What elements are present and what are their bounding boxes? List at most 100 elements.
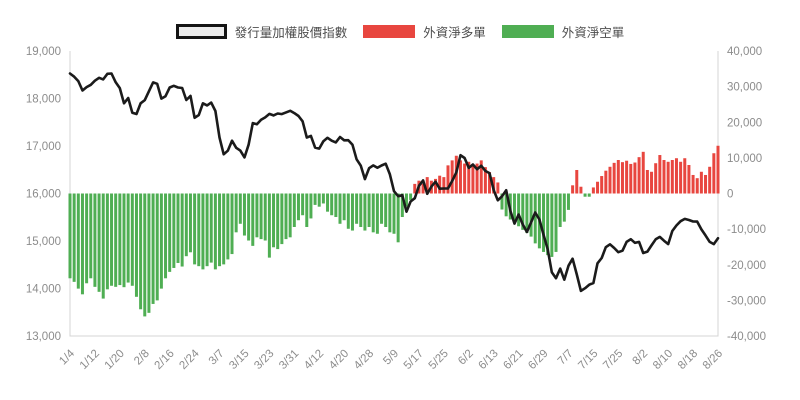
net-long-bar	[496, 182, 500, 194]
net-short-bar	[367, 193, 371, 227]
net-long-bar	[679, 161, 683, 194]
net-short-bar	[396, 193, 400, 243]
svg-text:2/8: 2/8	[132, 348, 152, 368]
net-long-bar	[704, 174, 708, 194]
net-short-bar	[338, 193, 342, 224]
net-long-bar	[442, 177, 446, 194]
net-short-bar	[562, 193, 566, 222]
net-short-bar	[309, 193, 313, 219]
svg-text:19,000: 19,000	[26, 46, 61, 58]
net-short-bar	[371, 193, 375, 233]
net-short-bar	[134, 193, 138, 297]
svg-text:6/13: 6/13	[477, 348, 501, 372]
net-short-bar	[363, 193, 367, 231]
net-long-bar	[637, 157, 641, 194]
net-short-bar	[234, 193, 238, 233]
svg-text:8/2: 8/2	[631, 348, 651, 368]
net-long-bar	[683, 158, 687, 194]
net-long-bar	[712, 153, 716, 194]
net-short-bar	[168, 193, 172, 272]
net-long-bar	[434, 178, 438, 194]
net-long-bar	[475, 163, 479, 194]
net-long-bar	[670, 160, 674, 194]
svg-text:7/15: 7/15	[576, 348, 600, 372]
net-short-bar	[255, 193, 259, 238]
net-short-bar	[500, 193, 504, 210]
net-short-bar	[292, 193, 296, 227]
legend-label-net-short: 外資淨空單	[561, 26, 625, 40]
net-short-bar	[512, 193, 516, 224]
net-short-bar	[400, 193, 404, 218]
net-short-bar	[184, 193, 188, 257]
net-long-swatch	[363, 25, 416, 38]
svg-text:3/7: 3/7	[207, 348, 227, 368]
net-short-bar	[188, 193, 192, 253]
net-long-bar	[695, 178, 699, 194]
net-short-bar	[525, 193, 529, 234]
net-short-bar	[114, 193, 118, 287]
net-short-bar	[226, 193, 230, 260]
net-long-bar	[579, 186, 583, 194]
net-short-bar	[130, 193, 134, 286]
x-axis-tick-labels: 1/4 1/12 1/20 2/8 2/16 2/24 3/7 3/15 3/23 3/31 4/1…	[57, 347, 725, 372]
svg-text:17,000: 17,000	[26, 141, 61, 153]
net-short-bar	[143, 193, 147, 317]
net-short-bar	[201, 193, 205, 270]
net-long-bar	[666, 161, 670, 194]
net-long-bar	[479, 160, 483, 194]
net-short-bar	[205, 193, 209, 267]
legend-item-net-short: 外資淨空單	[501, 22, 625, 41]
net-short-bar	[147, 193, 151, 313]
net-short-bar	[342, 193, 346, 221]
net-short-bar	[118, 193, 122, 286]
net-short-bar	[384, 193, 388, 227]
net-short-bar	[359, 193, 363, 227]
net-short-bar	[380, 193, 384, 224]
net-short-bar	[97, 193, 101, 292]
net-long-bar	[421, 183, 425, 194]
net-short-bar	[93, 193, 97, 287]
net-short-bar	[334, 193, 338, 218]
net-long-bar	[604, 170, 608, 194]
net-short-bar	[583, 193, 587, 197]
svg-text:3/31: 3/31	[277, 348, 301, 372]
svg-text:6/2: 6/2	[456, 348, 476, 368]
net-short-bar	[550, 193, 554, 257]
legend-item-index: 發行量加權股價指數	[175, 22, 347, 41]
net-long-bar	[600, 176, 604, 194]
net-short-bar	[355, 193, 359, 224]
net-long-bar	[658, 155, 662, 194]
svg-text:-20,000: -20,000	[727, 260, 766, 272]
svg-text:-30,000: -30,000	[727, 295, 766, 307]
net-short-bar	[504, 193, 508, 217]
svg-text:13,000: 13,000	[26, 331, 61, 343]
svg-text:18,000: 18,000	[26, 94, 61, 106]
net-short-swatch	[501, 25, 554, 38]
net-long-bar	[691, 174, 695, 194]
svg-text:7/7: 7/7	[556, 348, 576, 368]
net-long-bar	[616, 160, 620, 194]
left-axis-tick-labels: 19,000 18,000 17,000 16,000 15,000 14,000 13,0…	[26, 46, 61, 343]
net-long-bar	[575, 169, 579, 194]
net-long-bar	[620, 162, 624, 194]
net-short-bar	[230, 193, 234, 255]
net-short-bar	[172, 193, 176, 268]
net-long-bar	[612, 162, 616, 194]
net-long-bar	[654, 163, 658, 194]
net-long-bar	[446, 165, 450, 194]
svg-text:4/20: 4/20	[327, 348, 351, 372]
net-long-bar	[471, 165, 475, 194]
index-line-swatch	[175, 24, 227, 39]
svg-text:40,000: 40,000	[727, 46, 762, 58]
svg-text:1/4: 1/4	[57, 347, 77, 367]
net-short-bar	[180, 193, 184, 267]
net-long-bar	[641, 151, 645, 194]
net-short-bar	[321, 193, 325, 204]
net-short-bar	[533, 193, 537, 244]
net-long-bar	[716, 145, 720, 194]
svg-text:6/21: 6/21	[501, 348, 525, 372]
chart-legend: 發行量加權股價指數 外資淨多單 外資淨空單	[0, 22, 800, 41]
net-short-bar	[313, 193, 317, 205]
net-short-bar	[296, 193, 300, 221]
net-short-bar	[139, 193, 143, 310]
